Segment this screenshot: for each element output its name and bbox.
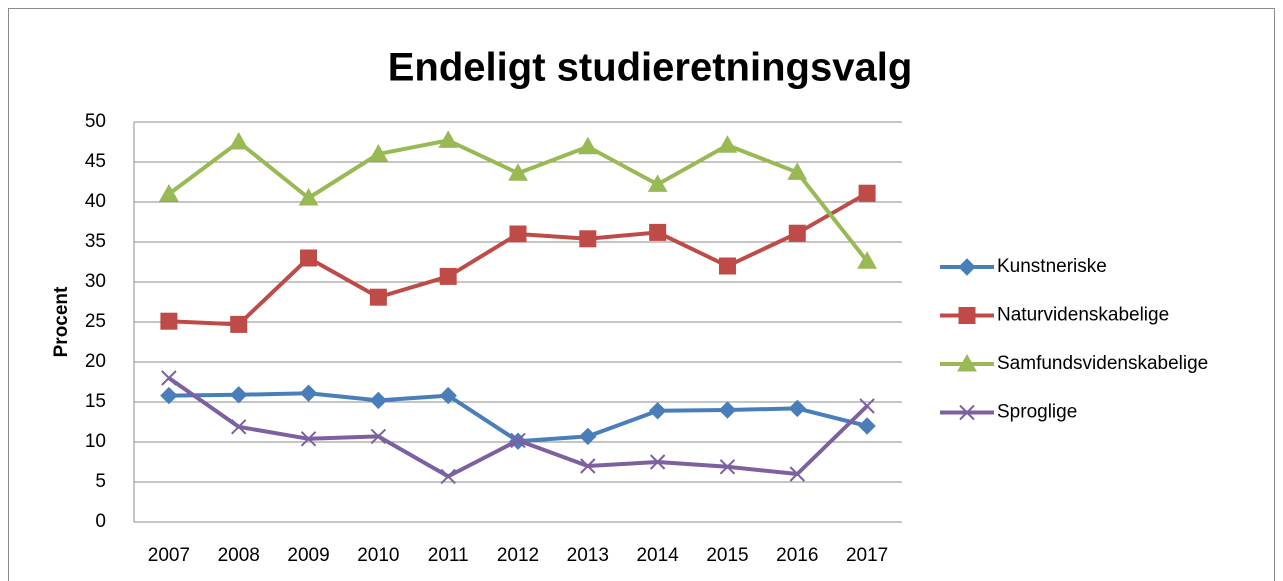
marker: [648, 402, 667, 420]
marker: [509, 225, 527, 243]
y-tick-label: 0: [95, 511, 106, 532]
marker: [510, 432, 526, 449]
marker: [858, 417, 876, 435]
marker: [789, 466, 805, 482]
marker: [228, 131, 249, 150]
marker: [579, 427, 597, 446]
marker: [717, 135, 738, 153]
marker: [439, 267, 457, 285]
x-tick-label: 2010: [357, 545, 399, 566]
x-tick-label: 2013: [567, 545, 609, 566]
marker: [160, 386, 178, 405]
marker: [577, 136, 598, 155]
marker: [369, 288, 387, 306]
marker: [718, 401, 737, 419]
y-tick-label: 45: [85, 151, 106, 172]
x-tick-label: 2014: [636, 545, 679, 566]
marker: [160, 312, 178, 330]
y-tick-label: 10: [85, 431, 106, 452]
y-tick-label: 50: [85, 111, 106, 132]
marker: [438, 130, 459, 148]
y-tick-label: 35: [85, 231, 106, 252]
marker: [300, 249, 318, 267]
y-tick-label: 30: [85, 271, 106, 292]
marker: [440, 468, 456, 485]
marker: [299, 384, 318, 402]
marker: [368, 143, 389, 162]
chart-frame: [8, 8, 1275, 581]
legend-label: Naturvidenskabelige: [997, 305, 1169, 326]
x-tick-label: 2015: [706, 545, 748, 566]
marker: [649, 454, 666, 470]
marker: [580, 458, 596, 474]
y-tick-label: 20: [85, 351, 106, 372]
y-tick-label: 25: [85, 311, 106, 332]
marker: [369, 391, 388, 410]
marker: [649, 223, 667, 241]
x-tick-label: 2012: [497, 545, 539, 566]
marker: [787, 162, 808, 180]
marker: [231, 419, 247, 435]
marker: [300, 431, 317, 447]
marker: [230, 315, 248, 333]
marker: [647, 174, 668, 192]
marker: [718, 257, 736, 275]
marker: [719, 459, 736, 475]
marker: [958, 258, 976, 276]
y-tick-label: 5: [95, 471, 106, 492]
marker: [788, 399, 806, 418]
marker: [298, 187, 319, 206]
x-tick-label: 2008: [218, 545, 260, 566]
x-tick-label: 2007: [148, 545, 190, 566]
y-axis-label: Procent: [51, 286, 72, 357]
chart-title: Endeligt studieretningsvalg: [388, 46, 913, 90]
marker: [858, 184, 876, 202]
x-tick-label: 2017: [846, 545, 888, 566]
marker: [857, 251, 877, 269]
x-tick-label: 2016: [776, 545, 818, 566]
legend-label: Sproglige: [997, 402, 1077, 423]
y-tick-label: 40: [85, 191, 106, 212]
marker: [159, 183, 179, 202]
marker: [859, 398, 875, 414]
marker: [370, 428, 387, 445]
marker: [161, 370, 177, 386]
marker: [439, 386, 457, 405]
marker: [508, 163, 528, 181]
legend-label: Samfundsvidenskabelige: [997, 353, 1208, 374]
marker: [579, 230, 597, 248]
marker: [958, 307, 976, 324]
y-tick-label: 15: [85, 391, 106, 412]
marker: [788, 224, 806, 242]
x-tick-label: 2011: [428, 545, 469, 566]
marker: [230, 386, 248, 404]
legend-label: Kunstneriske: [997, 256, 1107, 277]
marker: [959, 404, 975, 421]
x-tick-label: 2009: [287, 545, 329, 566]
marker: [957, 353, 977, 372]
